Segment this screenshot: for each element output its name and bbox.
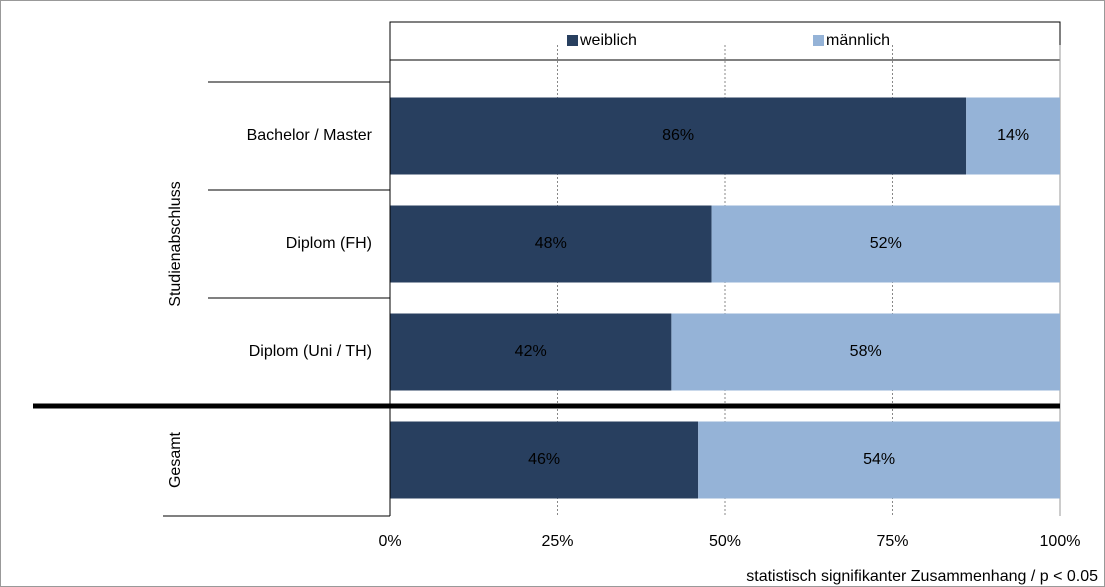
legend-label: weiblich xyxy=(579,32,637,49)
group-label: Gesamt xyxy=(167,431,184,488)
x-tick-label: 75% xyxy=(876,533,908,550)
legend-label: männlich xyxy=(826,32,890,49)
x-tick-label: 100% xyxy=(1040,533,1081,550)
note: statistisch signifikanter Zusammenhang /… xyxy=(746,568,1098,585)
bar-segment xyxy=(390,205,712,283)
y-tick-label: Bachelor / Master xyxy=(247,127,373,144)
y-tick-label: Diplom (FH) xyxy=(286,235,372,252)
legend-swatch xyxy=(567,35,578,46)
value-label: 48% xyxy=(535,235,567,252)
bar-segment xyxy=(390,97,967,175)
x-tick-label: 0% xyxy=(378,533,401,550)
value-label: 42% xyxy=(515,343,547,360)
legend-swatch xyxy=(813,35,824,46)
bar-segment xyxy=(698,421,1060,499)
y-tick-label: Diplom (Uni / TH) xyxy=(249,343,372,360)
bar-segment xyxy=(390,313,672,391)
bar-segment xyxy=(671,313,1060,391)
x-tick-label: 50% xyxy=(709,533,741,550)
value-label: 58% xyxy=(850,343,882,360)
bar-segment xyxy=(711,205,1060,283)
bar-segment xyxy=(390,421,699,499)
group-label: Studienabschluss xyxy=(167,181,184,306)
x-tick-label: 25% xyxy=(541,533,573,550)
value-label: 52% xyxy=(870,235,902,252)
value-label: 54% xyxy=(863,451,895,468)
value-label: 14% xyxy=(997,127,1029,144)
value-label: 86% xyxy=(662,127,694,144)
bar-segment xyxy=(966,97,1060,175)
value-label: 46% xyxy=(528,451,560,468)
